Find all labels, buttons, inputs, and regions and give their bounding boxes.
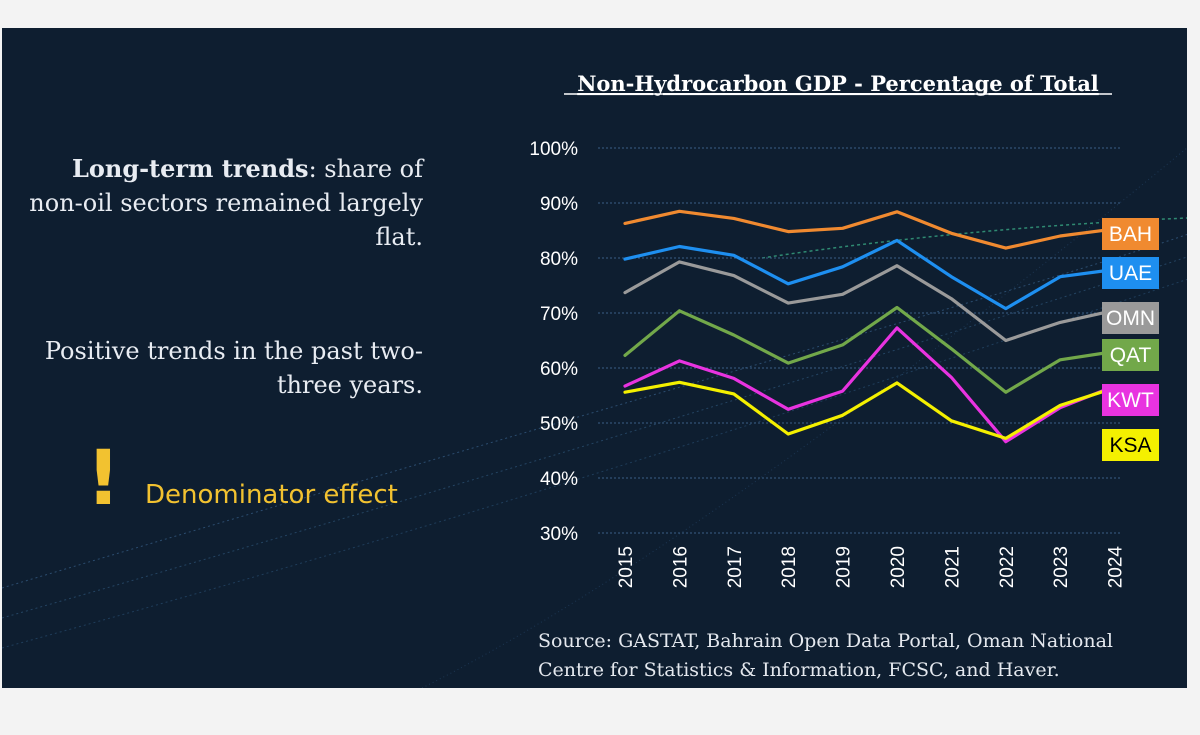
x-tick-label: 2023 bbox=[1051, 546, 1072, 588]
x-tick-label: 2022 bbox=[997, 546, 1018, 588]
series-label-box bbox=[1102, 429, 1159, 461]
gridlines bbox=[598, 147, 1122, 534]
y-tick-label: 30% bbox=[540, 524, 578, 545]
x-axis-ticks: 2015 2016 2017 2018 2019 2020 2021 2022 2023 2024 bbox=[616, 546, 1127, 589]
chart-title: Non-Hydrocarbon GDP - Percentage of Tota… bbox=[577, 71, 1099, 96]
x-tick-label: 2024 bbox=[1106, 546, 1127, 589]
x-tick-label: 2016 bbox=[670, 546, 691, 588]
series-line-omn bbox=[623, 260, 1117, 343]
series-label-box bbox=[1102, 302, 1159, 334]
x-tick-label: 2015 bbox=[616, 546, 637, 588]
y-tick-label: 40% bbox=[540, 469, 578, 490]
series-label-text: BAH bbox=[1109, 223, 1152, 246]
x-tick-label: 2019 bbox=[834, 546, 855, 588]
y-tick-label: 50% bbox=[540, 414, 578, 435]
y-axis-ticks: 30% 40% 50% 60% 70% 80% 90% 100% bbox=[529, 139, 578, 545]
series-label-text: QAT bbox=[1110, 344, 1152, 367]
slide: Long-term trends: share of non-oil secto… bbox=[2, 28, 1187, 688]
series-label-text: UAE bbox=[1109, 262, 1152, 285]
series-labels: BAH UAE OMN QAT KWT KSA bbox=[1102, 218, 1159, 461]
x-tick-label: 2018 bbox=[779, 546, 800, 588]
long-term-trends-text: Long-term trends: share of non-oil secto… bbox=[23, 152, 423, 254]
series-label-uae: UAE bbox=[1102, 257, 1159, 289]
positive-trends-text: Positive trends in the past two-three ye… bbox=[44, 337, 423, 399]
series-lines bbox=[623, 209, 1117, 444]
trend-rest: : share of non-oil sectors remained larg… bbox=[29, 155, 423, 251]
denominator-effect-label: Denominator effect bbox=[145, 480, 398, 510]
series-label-box bbox=[1102, 218, 1159, 250]
series-line-kwt bbox=[623, 326, 1117, 444]
line-chart: Non-Hydrocarbon GDP - Percentage of Tota… bbox=[529, 71, 1159, 589]
series-label-box bbox=[1102, 384, 1159, 416]
y-tick-label: 70% bbox=[540, 304, 578, 325]
y-tick-label: 100% bbox=[529, 139, 578, 160]
series-line-ksa bbox=[623, 380, 1117, 440]
source-note: Source: GASTAT, Bahrain Open Data Portal… bbox=[538, 630, 1114, 681]
series-line-qat bbox=[623, 305, 1117, 394]
series-label-text: KSA bbox=[1109, 434, 1151, 457]
x-tick-label: 2021 bbox=[942, 546, 963, 588]
series-line-bah bbox=[623, 209, 1117, 250]
x-tick-label: 2020 bbox=[888, 546, 909, 588]
series-label-box bbox=[1102, 339, 1159, 371]
series-label-qat: QAT bbox=[1102, 339, 1159, 371]
series-label-ksa: KSA bbox=[1102, 429, 1159, 461]
exclamation-icon: ! bbox=[86, 433, 121, 522]
series-label-omn: OMN bbox=[1102, 302, 1159, 334]
series-label-text: KWT bbox=[1107, 389, 1154, 412]
y-tick-label: 90% bbox=[540, 194, 578, 215]
series-label-box bbox=[1102, 257, 1159, 289]
trend-bold: Long-term trends bbox=[71, 154, 309, 183]
series-label-kwt: KWT bbox=[1102, 384, 1159, 416]
series-label-text: OMN bbox=[1106, 307, 1155, 330]
y-tick-label: 80% bbox=[540, 249, 578, 270]
y-tick-label: 60% bbox=[540, 359, 578, 380]
series-label-bah: BAH bbox=[1102, 218, 1159, 250]
x-tick-label: 2017 bbox=[725, 546, 746, 588]
series-line-uae bbox=[623, 238, 1117, 311]
